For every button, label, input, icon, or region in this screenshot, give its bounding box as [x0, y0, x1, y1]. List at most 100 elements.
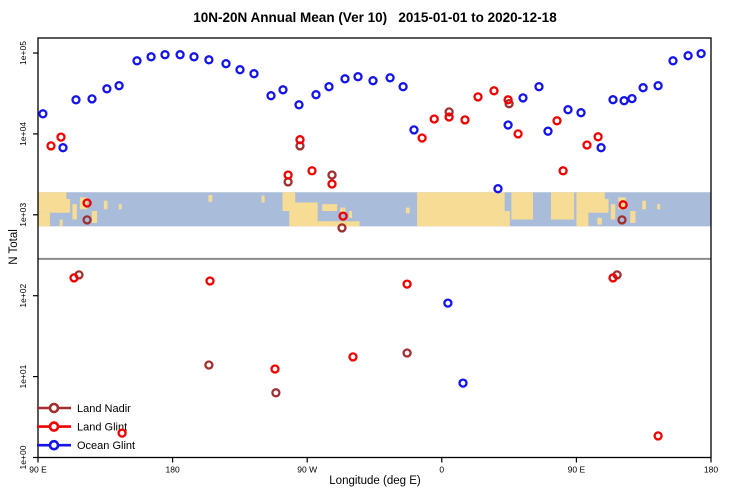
legend-marker [48, 439, 60, 451]
data-point [205, 276, 215, 286]
legend-label: Land Nadir [77, 403, 131, 415]
data-point [132, 56, 142, 66]
data-point [56, 132, 66, 142]
data-point [443, 298, 453, 308]
data-point [340, 74, 350, 84]
map-band-land [118, 204, 122, 210]
y-tick-label: 1e+03 [18, 203, 28, 227]
data-point [204, 360, 214, 370]
legend-marker [48, 421, 60, 432]
data-point [444, 107, 454, 117]
x-tick-label: 90 E [568, 465, 586, 475]
data-point [593, 132, 603, 142]
data-point [503, 95, 513, 105]
series-land-nadir [74, 99, 627, 398]
map-band-land [597, 217, 602, 225]
data-point [368, 76, 378, 86]
data-point [175, 50, 185, 60]
data-point [398, 82, 408, 92]
data-point [311, 90, 321, 100]
data-point [596, 143, 606, 153]
data-point [653, 431, 663, 441]
data-point [348, 352, 358, 362]
data-point [638, 83, 648, 93]
data-point [71, 95, 81, 105]
data-point [402, 279, 412, 289]
data-point [458, 378, 468, 388]
data-point [489, 86, 499, 96]
y-tick-label: 1e+02 [18, 283, 28, 307]
data-point [271, 388, 281, 398]
data-point [295, 135, 305, 145]
map-band-land [91, 210, 98, 223]
map-band-land [550, 192, 575, 220]
chart-title: 10N-20N Annual Mean (Ver 10) 2015-01-01 … [193, 10, 557, 25]
y-tick-label: 1e+00 [18, 445, 28, 469]
data-point [353, 72, 363, 82]
map-band-land [642, 200, 646, 210]
data-point [46, 141, 56, 151]
data-point [249, 69, 259, 79]
map-band-land [511, 192, 534, 220]
x-tick-label: 180 [704, 465, 718, 475]
data-point [283, 170, 293, 180]
map-band-land [504, 210, 510, 227]
data-point [117, 428, 127, 438]
series-ocean-glint [38, 48, 706, 388]
y-tick-label: 1e+04 [18, 122, 28, 146]
data-point [189, 52, 199, 62]
data-point [460, 115, 470, 125]
x-tick-label: 90 W [297, 465, 317, 475]
legend-entry: Land Glint [37, 421, 127, 433]
data-point [683, 51, 693, 61]
map-band-land [576, 192, 605, 213]
data-point [82, 215, 92, 225]
x-tick-label: 90 E [29, 465, 47, 475]
map-band-land [340, 207, 346, 213]
data-point [69, 273, 79, 283]
map-band-land [610, 204, 616, 220]
data-point [543, 126, 553, 136]
data-point [534, 82, 544, 92]
map-band-land [316, 221, 360, 227]
map-band-land [38, 192, 67, 213]
legend-label: Ocean Glint [77, 440, 135, 452]
legend-label: Land Glint [77, 421, 127, 433]
data-point [87, 94, 97, 104]
data-point [337, 223, 347, 233]
map-band-land [72, 204, 77, 220]
data-point [385, 73, 395, 83]
data-point [270, 364, 280, 374]
data-point [696, 48, 706, 59]
data-point [608, 95, 618, 105]
map-band-land [289, 202, 318, 227]
map-band-land [618, 197, 626, 210]
series-land-glint [46, 86, 663, 441]
map-band-land [61, 199, 71, 213]
data-point [402, 348, 412, 358]
data-point [493, 184, 503, 194]
data-point [513, 129, 523, 139]
map-band-land [38, 212, 50, 227]
map-band-land [405, 207, 410, 214]
data-point [114, 81, 124, 91]
data-point [582, 140, 592, 150]
data-point [82, 198, 92, 208]
data-point [338, 211, 348, 221]
plot-box [37, 37, 712, 459]
map-band-land [208, 194, 213, 202]
data-point [278, 85, 288, 95]
data-point [38, 109, 48, 119]
data-point [429, 114, 439, 124]
data-point [619, 96, 629, 106]
map-band-land [349, 210, 353, 218]
map-band-land [59, 219, 63, 227]
map-band-ocean [38, 192, 711, 227]
legend-entry: Ocean Glint [37, 439, 135, 452]
y-tick-label: 1e+01 [18, 364, 28, 388]
x-axis-label: Longitude (deg E) [329, 475, 421, 487]
data-point [444, 112, 454, 122]
data-point [576, 108, 586, 118]
map-band-land [103, 200, 108, 210]
